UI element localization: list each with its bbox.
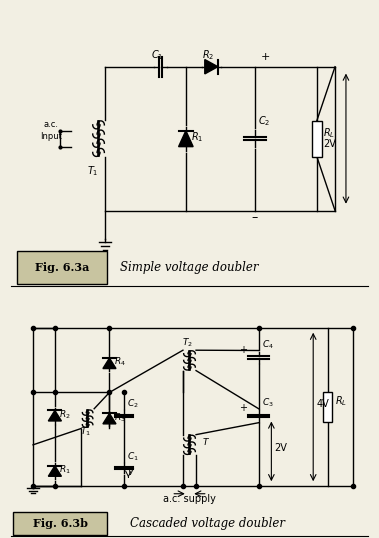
Polygon shape [49,410,61,421]
Text: +: + [260,52,270,61]
Text: V: V [127,469,133,477]
Text: $C_2$: $C_2$ [127,398,139,410]
Text: $C_4$: $C_4$ [262,338,274,351]
Text: Input: Input [40,132,62,140]
Text: $T$: $T$ [202,436,210,447]
Bar [312,121,321,157]
Text: $R_1$: $R_1$ [191,131,204,144]
FancyBboxPatch shape [13,512,107,535]
Text: $R_2$: $R_2$ [59,408,71,421]
Text: $R_L$: $R_L$ [335,394,347,408]
Text: $R_2$: $R_2$ [202,48,214,62]
Polygon shape [205,60,218,74]
Text: $R_1$: $R_1$ [59,464,71,476]
Text: $C_2$: $C_2$ [258,115,270,129]
Text: Cascaded voltage doubler: Cascaded voltage doubler [130,517,285,530]
Text: $C_3$: $C_3$ [262,397,274,409]
FancyBboxPatch shape [17,251,107,284]
Text: –: – [251,210,258,224]
Text: 2V: 2V [323,139,336,148]
Text: a.c. supply: a.c. supply [163,493,216,504]
Text: $T_1$: $T_1$ [87,165,99,179]
Bar [323,392,332,422]
Text: +: + [239,345,247,355]
Text: Fig. 6.3a: Fig. 6.3a [35,262,89,273]
Text: $C_1$: $C_1$ [127,450,139,463]
Polygon shape [103,413,116,424]
Polygon shape [103,358,116,369]
Text: 4V: 4V [316,399,329,409]
Text: $T_1$: $T_1$ [80,426,91,438]
Text: Simple voltage doubler: Simple voltage doubler [120,261,259,274]
Polygon shape [49,466,61,476]
Text: a.c.: a.c. [44,119,59,129]
Text: 2V: 2V [274,443,287,452]
Text: $C_1$: $C_1$ [150,48,163,62]
Text: $T_2$: $T_2$ [182,337,193,349]
Text: $R_L$: $R_L$ [323,126,335,140]
Text: $R_3$: $R_3$ [114,411,125,423]
Text: Fig. 6.3b: Fig. 6.3b [33,518,88,529]
Text: +: + [239,404,247,413]
Text: $R_4$: $R_4$ [114,356,126,369]
Polygon shape [179,131,193,147]
